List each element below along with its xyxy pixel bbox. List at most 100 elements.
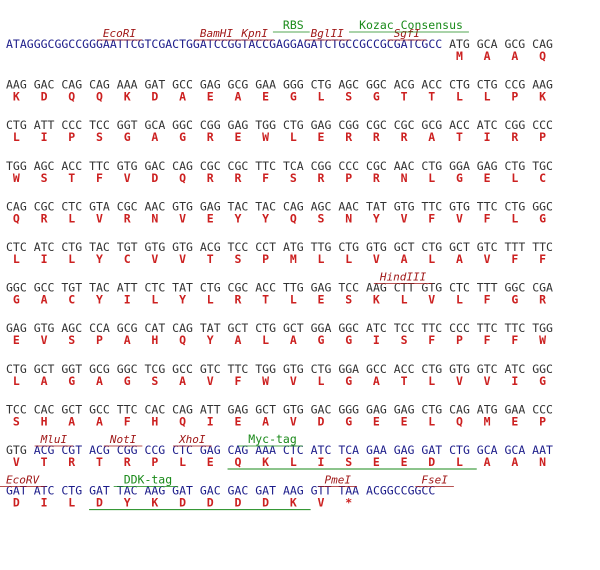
amino-acid: P: [345, 171, 352, 185]
amino-acid: E: [207, 211, 214, 225]
amino-acid: S: [290, 171, 297, 185]
amino-acid: M: [484, 414, 491, 428]
amino-acid: I: [124, 293, 131, 307]
amino-acid: Q: [96, 90, 103, 104]
amino-acid: V: [41, 333, 48, 347]
dna-sequence: CAG CGC CTC GTA CGC AAC GTG GAG TAC TAC …: [6, 199, 553, 213]
amino-acid: D: [428, 455, 435, 469]
amino-acid: A: [401, 252, 408, 266]
amino-acid: S: [13, 414, 20, 428]
amino-acid: D: [13, 496, 20, 510]
amino-acid: R: [373, 130, 380, 144]
amino-acid: I: [41, 130, 48, 144]
amino-acid: K: [262, 455, 269, 469]
amino-acid: V: [484, 252, 491, 266]
amino-acid: L: [318, 374, 325, 388]
amino-acid: S: [68, 333, 75, 347]
amino-acid: P: [456, 333, 463, 347]
amino-acid: I: [318, 455, 325, 469]
restriction-site: BglII: [311, 27, 344, 40]
dna-sequence: ACG CGT ACG CGG CCG CTC GAG CAG AAA CTC …: [34, 443, 553, 457]
amino-acid: T: [428, 90, 435, 104]
dna-sequence: GTG: [6, 443, 34, 457]
tag-label: RBS: [283, 18, 304, 32]
amino-acid: T: [41, 455, 48, 469]
amino-acid: I: [373, 333, 380, 347]
amino-acid: F: [262, 171, 269, 185]
amino-acid: V: [373, 252, 380, 266]
amino-acid: G: [124, 374, 131, 388]
amino-acid: V: [13, 455, 20, 469]
amino-acid: V: [151, 252, 158, 266]
amino-acid: T: [207, 252, 214, 266]
amino-acid: L: [511, 171, 518, 185]
amino-acid: E: [401, 414, 408, 428]
amino-acid: A: [456, 252, 463, 266]
amino-acid: Q: [13, 211, 20, 225]
dna-sequence: GGC GCC TGT TAC ATT CTC TAT CTG CGC ACC …: [6, 281, 553, 295]
amino-acid: K: [373, 293, 380, 307]
amino-acid: M: [456, 49, 463, 63]
amino-acid: S: [234, 252, 241, 266]
restriction-site: FseI: [421, 474, 448, 487]
amino-acid: G: [345, 333, 352, 347]
amino-acid: L: [151, 293, 158, 307]
amino-acid: V: [456, 374, 463, 388]
amino-acid: F: [96, 171, 103, 185]
amino-acid: L: [484, 90, 491, 104]
amino-acid: V: [179, 211, 186, 225]
amino-acid: C: [124, 252, 131, 266]
amino-acid: G: [539, 211, 546, 225]
restriction-site: EcoRI: [103, 27, 136, 40]
amino-acid: G: [13, 293, 20, 307]
amino-acid: R: [207, 171, 214, 185]
amino-acid: F: [539, 252, 546, 266]
amino-acid: A: [124, 333, 131, 347]
amino-acid: A: [41, 293, 48, 307]
restriction-site: BamHI: [200, 27, 233, 40]
amino-acid: T: [96, 455, 103, 469]
amino-acid: Y: [234, 211, 241, 225]
amino-acid: H: [151, 333, 158, 347]
amino-acid: D: [179, 496, 186, 510]
amino-acid: P: [539, 414, 546, 428]
amino-acid: E: [484, 171, 491, 185]
amino-acid: Y: [124, 496, 131, 510]
amino-acid: P: [68, 130, 75, 144]
amino-acid: I: [207, 414, 214, 428]
amino-acid: Q: [179, 333, 186, 347]
amino-acid: N: [401, 171, 408, 185]
amino-acid: V: [456, 211, 463, 225]
amino-acid: Q: [539, 49, 546, 63]
amino-acid: D: [151, 171, 158, 185]
amino-acid: F: [124, 414, 131, 428]
amino-acid: S: [41, 171, 48, 185]
dna-sequence: ATAGGGCGGCCGGGAATTCGTCGACTGGATCCGGTACCGA…: [6, 37, 442, 51]
amino-acid: E: [373, 455, 380, 469]
amino-acid: D: [151, 90, 158, 104]
amino-acid: W: [539, 333, 546, 347]
amino-acid: A: [234, 333, 241, 347]
amino-acid: V: [290, 374, 297, 388]
amino-acid: L: [68, 496, 75, 510]
amino-acid: Y: [96, 252, 103, 266]
amino-acid: V: [124, 171, 131, 185]
amino-acid: W: [262, 374, 269, 388]
amino-acid: F: [234, 374, 241, 388]
amino-acid: F: [484, 333, 491, 347]
amino-acid: E: [373, 414, 380, 428]
restriction-site: NotI: [109, 433, 137, 446]
amino-acid: S: [151, 374, 158, 388]
tag-label: Kozac Consensus: [359, 18, 463, 32]
amino-acid: A: [96, 414, 103, 428]
restriction-site: MluI: [40, 433, 68, 446]
amino-acid: T: [68, 171, 75, 185]
restriction-site: SgfI: [394, 27, 421, 40]
amino-acid: T: [401, 90, 408, 104]
amino-acid: Y: [373, 211, 380, 225]
tag-label: Myc-tag: [248, 432, 296, 446]
amino-acid: F: [428, 333, 435, 347]
amino-acid: G: [539, 374, 546, 388]
amino-acid: H: [41, 414, 48, 428]
amino-acid: R: [68, 455, 75, 469]
